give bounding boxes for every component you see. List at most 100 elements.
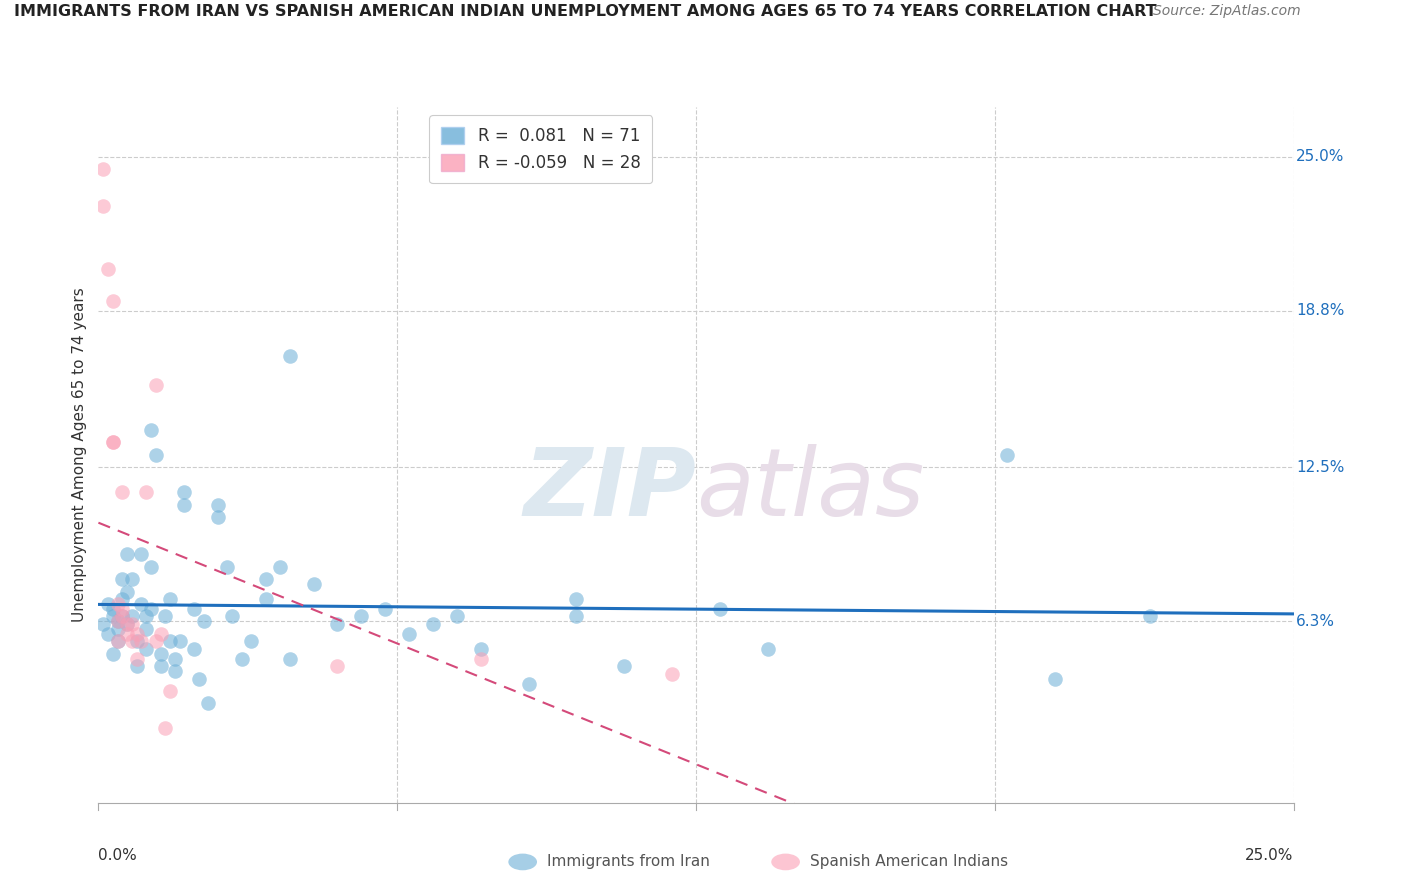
Point: [254, 572, 277, 586]
Point: [278, 651, 301, 665]
Point: [111, 572, 134, 586]
Text: Source: ZipAtlas.com: Source: ZipAtlas.com: [1153, 4, 1301, 19]
Point: [101, 602, 124, 616]
Point: [107, 597, 129, 611]
Point: [145, 448, 167, 462]
Point: [173, 485, 195, 500]
Point: [91, 199, 114, 213]
Point: [149, 659, 172, 673]
Point: [121, 609, 143, 624]
Point: [231, 651, 253, 665]
Text: Immigrants from Iran: Immigrants from Iran: [547, 855, 710, 870]
Point: [139, 423, 162, 437]
Point: [115, 547, 138, 561]
Point: [159, 684, 181, 698]
Point: [111, 592, 134, 607]
Point: [163, 651, 186, 665]
Point: [139, 602, 162, 616]
Point: [1043, 672, 1066, 686]
Point: [197, 697, 219, 711]
Point: [278, 349, 301, 363]
Legend: R =  0.081   N = 71, R = -0.059   N = 28: R = 0.081 N = 71, R = -0.059 N = 28: [429, 115, 652, 184]
Point: [135, 485, 157, 500]
Point: [565, 609, 588, 624]
Point: [661, 666, 683, 681]
Text: 0.0%: 0.0%: [98, 848, 138, 863]
Point: [217, 559, 239, 574]
Point: [111, 485, 134, 500]
Point: [302, 577, 325, 591]
Point: [326, 616, 349, 631]
Point: [131, 597, 153, 611]
Point: [159, 634, 181, 648]
Text: ZIP: ZIP: [523, 443, 696, 536]
Point: [709, 602, 731, 616]
Point: [326, 659, 349, 673]
Point: [173, 498, 195, 512]
Point: [115, 627, 138, 641]
Point: [145, 634, 167, 648]
Point: [131, 634, 153, 648]
Point: [169, 634, 191, 648]
Text: 25.0%: 25.0%: [1246, 848, 1294, 863]
Point: [101, 293, 124, 308]
Point: [221, 609, 243, 624]
Point: [145, 378, 167, 392]
Point: [155, 721, 177, 735]
Point: [107, 634, 129, 648]
Point: [107, 634, 129, 648]
Point: [135, 622, 157, 636]
Point: [374, 602, 396, 616]
Point: [269, 559, 291, 574]
Point: [101, 647, 124, 661]
Point: [125, 634, 148, 648]
Text: 18.8%: 18.8%: [1296, 303, 1344, 318]
Point: [398, 627, 420, 641]
Point: [107, 615, 129, 629]
Point: [101, 435, 124, 450]
Point: [121, 634, 143, 648]
Circle shape: [509, 854, 537, 871]
Point: [756, 641, 779, 656]
Text: 6.3%: 6.3%: [1296, 614, 1334, 629]
Point: [240, 634, 263, 648]
Point: [97, 627, 120, 641]
Point: [101, 435, 124, 450]
Point: [517, 676, 540, 690]
Point: [107, 622, 129, 636]
Point: [115, 616, 138, 631]
Point: [101, 609, 124, 624]
Point: [565, 592, 588, 607]
Point: [183, 641, 205, 656]
Point: [125, 627, 148, 641]
Point: [139, 559, 162, 574]
Point: [149, 647, 172, 661]
Point: [131, 547, 153, 561]
Point: [470, 651, 492, 665]
Point: [97, 261, 120, 276]
Point: [91, 616, 114, 631]
Point: [207, 498, 229, 512]
Point: [446, 609, 468, 624]
Point: [91, 162, 114, 177]
Point: [125, 659, 148, 673]
Text: atlas: atlas: [696, 444, 924, 535]
Point: [155, 609, 177, 624]
Point: [121, 572, 143, 586]
Point: [149, 627, 172, 641]
Point: [125, 651, 148, 665]
Point: [470, 641, 492, 656]
Point: [111, 602, 134, 616]
Point: [115, 616, 138, 631]
Point: [115, 584, 138, 599]
Point: [193, 615, 215, 629]
Point: [1139, 609, 1161, 624]
Point: [135, 641, 157, 656]
Point: [207, 510, 229, 524]
Point: [111, 609, 134, 624]
Text: 25.0%: 25.0%: [1296, 149, 1344, 164]
Point: [187, 672, 209, 686]
Point: [613, 659, 636, 673]
Point: [183, 602, 205, 616]
Point: [995, 448, 1018, 462]
